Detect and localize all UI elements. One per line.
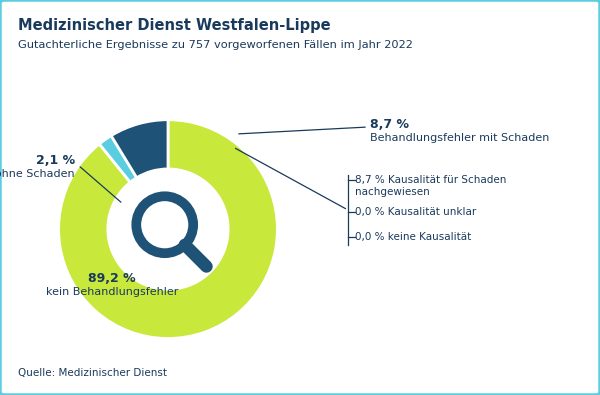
Text: Medizinischer Dienst Westfalen-Lippe: Medizinischer Dienst Westfalen-Lippe [18, 18, 331, 33]
Text: kein Behandlungsfehler: kein Behandlungsfehler [46, 287, 178, 297]
Text: 8,7 %: 8,7 % [370, 118, 409, 131]
Text: Quelle: Medizinischer Dienst: Quelle: Medizinischer Dienst [18, 368, 167, 378]
Text: Fehler ohne Schaden: Fehler ohne Schaden [0, 169, 75, 179]
Wedge shape [100, 135, 137, 182]
Text: 89,2 %: 89,2 % [88, 271, 136, 284]
Text: 0,0 % Kausalität unklar: 0,0 % Kausalität unklar [355, 207, 476, 217]
Wedge shape [111, 120, 168, 178]
Text: 0,0 % keine Kausalität: 0,0 % keine Kausalität [355, 232, 471, 242]
Text: Gutachterliche Ergebnisse zu 757 vorgeworfenen Fällen im Jahr 2022: Gutachterliche Ergebnisse zu 757 vorgewo… [18, 40, 413, 50]
Wedge shape [59, 120, 277, 339]
Text: 8,7 % Kausalität für Schaden
nachgewiesen: 8,7 % Kausalität für Schaden nachgewiese… [355, 175, 506, 198]
Text: 2,1 %: 2,1 % [36, 154, 75, 167]
Text: Behandlungsfehler mit Schaden: Behandlungsfehler mit Schaden [370, 133, 550, 143]
